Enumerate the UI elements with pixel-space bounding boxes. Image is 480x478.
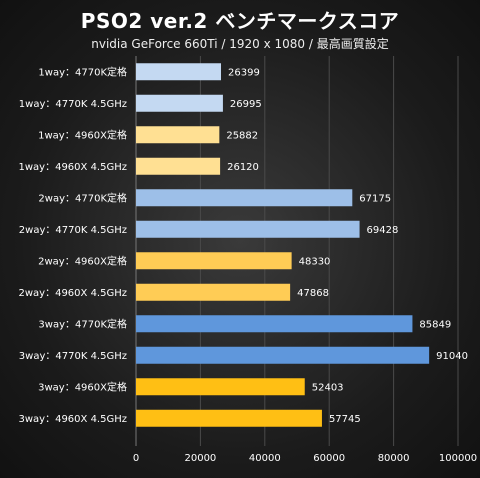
data-label: 85849 xyxy=(419,319,451,330)
data-label: 47868 xyxy=(297,288,329,299)
data-label: 26995 xyxy=(230,99,262,110)
data-label: 25882 xyxy=(226,130,258,141)
category-label: 1way：4770K定格 xyxy=(38,65,127,78)
data-label: 57745 xyxy=(329,414,361,425)
bar xyxy=(136,157,221,175)
data-label: 91040 xyxy=(436,351,468,362)
x-tick-label: 0 xyxy=(133,453,139,464)
bar xyxy=(136,189,353,207)
chart-title: PSO2 ver.2 ベンチマークスコア xyxy=(80,9,400,33)
category-label: 3way：4770K 4.5GHz xyxy=(19,351,127,362)
bar xyxy=(136,94,223,112)
bar xyxy=(136,315,413,333)
bar xyxy=(136,346,430,364)
category-label: 1way：4960X定格 xyxy=(38,128,127,141)
category-label: 3way：4960X定格 xyxy=(38,380,127,393)
data-label: 52403 xyxy=(312,382,344,393)
bar xyxy=(136,283,291,301)
data-label: 67175 xyxy=(359,193,391,204)
x-tick-label: 20000 xyxy=(184,453,216,464)
x-tick-label: 100000 xyxy=(439,453,477,464)
bar xyxy=(136,409,322,427)
bar xyxy=(136,126,220,144)
data-label: 26399 xyxy=(228,67,260,78)
x-tick-label: 40000 xyxy=(249,453,281,464)
data-label: 69428 xyxy=(367,225,399,236)
data-label: 26120 xyxy=(227,162,259,173)
category-label: 3way：4770K定格 xyxy=(38,317,127,330)
x-tick-label: 80000 xyxy=(378,453,410,464)
bar xyxy=(136,220,360,238)
bar xyxy=(136,63,222,81)
bar xyxy=(136,378,305,396)
data-label: 48330 xyxy=(299,256,331,267)
category-label: 1way：4770K 4.5GHz xyxy=(19,99,127,110)
category-label: 3way：4960X 4.5GHz xyxy=(19,414,128,425)
category-label: 2way：4770K定格 xyxy=(38,191,127,204)
category-label: 2way：4770K 4.5GHz xyxy=(19,225,127,236)
category-label: 2way：4960X 4.5GHz xyxy=(19,288,128,299)
chart-subtitle: nvidia GeForce 660Ti / 1920 x 1080 / 最高画… xyxy=(91,37,389,51)
bar xyxy=(136,252,292,270)
category-label: 2way：4960X定格 xyxy=(38,254,127,267)
x-tick-label: 60000 xyxy=(313,453,345,464)
category-label: 1way：4960X 4.5GHz xyxy=(19,162,128,173)
